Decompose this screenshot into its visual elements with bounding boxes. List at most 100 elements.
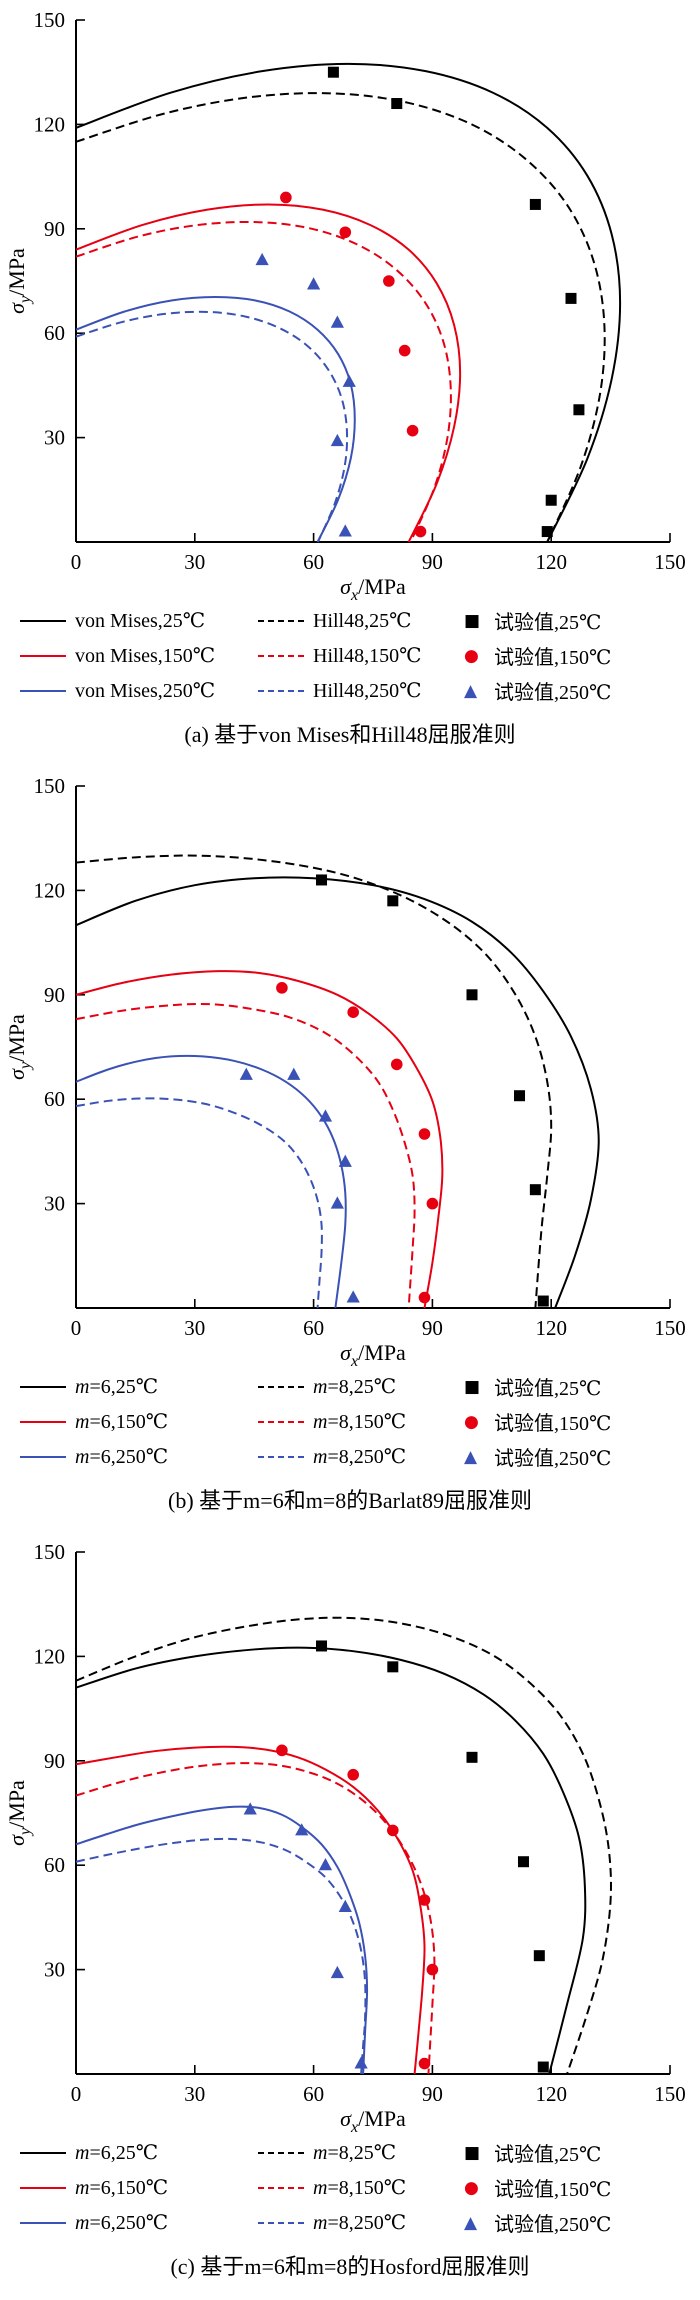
legend-a: von Mises,25℃ Hill48,25℃ ■ 试验值,25℃ von Mises… — [20, 606, 680, 705]
x-tick-label: 30 — [184, 550, 205, 574]
dashed-line-sample — [258, 619, 304, 622]
legend-label: m=8,25℃ — [313, 2142, 397, 2164]
legend-item: m=6,250℃ — [20, 2208, 258, 2237]
yield-locus-curve — [75, 1054, 347, 1309]
legend-label: m=6,250℃ — [75, 1446, 169, 1468]
y-axis-label: σy/MPa — [4, 248, 34, 314]
legend-row: m=6,25℃ m=8,25℃ ■ 试验值,25℃ — [20, 1372, 680, 1401]
legend-item: ● 试验值,150℃ — [464, 2173, 680, 2202]
yield-locus-curve — [75, 92, 606, 543]
circle-marker-icon — [276, 982, 288, 994]
legend-item: m=6,150℃ — [20, 1407, 258, 1436]
legend-item: m=8,150℃ — [258, 2173, 464, 2202]
yield-locus-curve — [75, 203, 462, 543]
solid-line-sample — [20, 1420, 66, 1423]
dashed-line-sample — [258, 1455, 304, 1458]
square-marker-icon — [316, 1640, 328, 1652]
legend-row: m=6,25℃ m=8,25℃ ■ 试验值,25℃ — [20, 2138, 680, 2167]
legend-label: m=6,150℃ — [75, 2177, 169, 2199]
legend-row: von Mises,150℃ Hill48,150℃ ● 试验值,150℃ — [20, 641, 680, 670]
caption-b: (b) 基于m=6和m=8的Barlat89屈服准则 — [168, 1488, 532, 1513]
panel-b: 0 30 60 90 120 150 30 60 90 120 150 σx/MPa σy/MPa m=… — [0, 766, 700, 1532]
plot-b: 0 30 60 90 120 150 30 60 90 120 150 σx/MPa σy/MPa — [4, 774, 686, 1370]
x-tick-label: 30 — [184, 2082, 205, 2106]
axes — [75, 1552, 670, 2075]
legend-item: m=6,25℃ — [20, 2138, 258, 2167]
experimental-points — [316, 874, 549, 1307]
triangle-marker-icon — [243, 1802, 257, 1815]
yield-locus-curve — [75, 296, 356, 543]
circle-marker-icon — [398, 344, 411, 357]
y-axis-label: σy/MPa — [4, 1780, 34, 1846]
legend-row: von Mises,250℃ Hill48,250℃ ▲ 试验值,250℃ — [20, 676, 680, 705]
legend-row: von Mises,25℃ Hill48,25℃ ■ 试验值,25℃ — [20, 606, 680, 635]
caption-a: (a) 基于von Mises和Hill48屈服准则 — [184, 722, 516, 747]
legend-label: von Mises,25℃ — [75, 610, 206, 632]
yield-locus-curve — [75, 1762, 436, 2075]
legend-label: Hill48,25℃ — [313, 610, 412, 632]
triangle-marker-icon — [338, 524, 352, 537]
legend-label: 试验值,250℃ — [494, 2214, 612, 2236]
legend-item: von Mises,250℃ — [20, 676, 258, 705]
legend-item: m=6,150℃ — [20, 2173, 258, 2202]
triangle-marker-icon — [338, 1154, 352, 1167]
legend-item: ▲ 试验值,250℃ — [464, 2208, 680, 2237]
legend-label: m=6,25℃ — [75, 2142, 159, 2164]
legend-row: m=6,250℃ m=8,250℃ ▲ 试验值,250℃ — [20, 2208, 680, 2237]
x-axis-label: σx/MPa — [340, 2106, 406, 2136]
x-tick-label: 60 — [303, 2082, 324, 2106]
y-tick-label: 60 — [44, 1087, 65, 1111]
circle-marker-icon — [418, 1128, 431, 1140]
legend-label: m=8,150℃ — [313, 2177, 407, 2199]
plot-a: 0 30 60 90 120 150 30 60 90 120 150 σx/MPa σy/MPa — [4, 8, 686, 604]
solid-line-sample — [20, 2221, 66, 2224]
experimental-points — [280, 191, 427, 538]
y-tick-label: 120 — [34, 878, 66, 902]
circle-marker-icon — [414, 525, 427, 538]
solid-line-sample — [20, 689, 66, 692]
x-tick-label: 0 — [71, 1316, 82, 1340]
legend-label: Hill48,150℃ — [313, 645, 422, 667]
solid-line-sample — [20, 2186, 66, 2189]
experimental-points — [239, 1067, 360, 1303]
yield-locus-curve — [75, 1805, 369, 2075]
legend-item: von Mises,150℃ — [20, 641, 258, 670]
x-tick-label: 120 — [535, 1316, 567, 1340]
y-tick-label: 120 — [34, 112, 66, 136]
triangle-marker-icon — [330, 433, 344, 447]
legend-item: ■ 试验值,25℃ — [464, 2138, 680, 2167]
y-tick-label: 90 — [44, 1749, 65, 1773]
triangle-marker-icon: ▲ — [464, 1446, 478, 1467]
square-marker-icon: ■ — [464, 2142, 481, 2163]
experimental-points — [243, 1802, 368, 2069]
square-marker-icon — [387, 1661, 399, 1673]
x-tick-label: 150 — [654, 550, 686, 574]
legend-label: 试验值,150℃ — [494, 2179, 612, 2201]
legend-item: m=8,25℃ — [258, 1372, 464, 1401]
triangle-marker-icon — [330, 1196, 344, 1209]
triangle-marker-icon — [354, 2056, 368, 2069]
axes — [75, 786, 670, 1309]
circle-marker-icon — [347, 1006, 360, 1018]
circle-marker-icon — [276, 1744, 288, 1757]
yield-locus-curve — [75, 1002, 416, 1309]
plot-c: 0 30 60 90 120 150 30 60 90 120 150 σx/MPa σy/MPa — [4, 1540, 686, 2136]
legend-item: m=8,250℃ — [258, 2208, 464, 2237]
circle-marker-icon: ● — [464, 645, 479, 666]
legend-item: Hill48,25℃ — [258, 606, 464, 635]
legend-item: ■ 试验值,25℃ — [464, 1372, 680, 1401]
square-marker-icon: ■ — [464, 610, 481, 631]
solid-line-sample — [20, 1455, 66, 1458]
legend-item: m=6,25℃ — [20, 1372, 258, 1401]
legend-label: m=6,25℃ — [75, 1376, 159, 1398]
yield-locus-curve — [75, 310, 349, 543]
legend-c: m=6,25℃ m=8,25℃ ■ 试验值,25℃ m=6,150℃ m=8,150℃ ● 试… — [20, 2138, 680, 2237]
legend-label: m=8,250℃ — [313, 1446, 407, 1468]
triangle-marker-icon — [330, 315, 344, 328]
legend-item: ● 试验值,150℃ — [464, 1407, 680, 1436]
y-tick-label: 30 — [44, 1192, 65, 1216]
legend-b: m=6,25℃ m=8,25℃ ■ 试验值,25℃ m=6,150℃ m=8,150℃ ● 试… — [20, 1372, 680, 1471]
solid-line-sample — [20, 619, 66, 622]
square-marker-icon: ■ — [464, 1376, 481, 1397]
